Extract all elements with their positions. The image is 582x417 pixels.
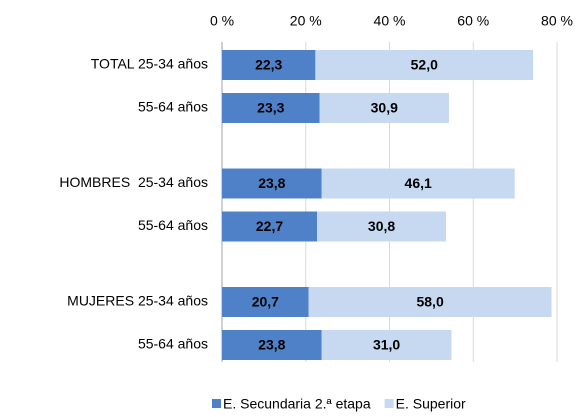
y-tick-label: MUJERES 25-34 años [67,293,208,309]
y-tick-label: 55-64 años [138,336,208,352]
bar-segment [222,168,322,199]
legend-swatch [212,399,221,408]
x-tick-label: 80 % [541,13,573,29]
value-label: 22,7 [256,218,283,234]
legend-swatch [384,399,394,408]
value-label: 52,0 [411,57,438,73]
legend-label: E. Secundaria 2.ª etapa [223,396,371,412]
value-label: 22,3 [255,57,282,73]
x-tick-label: 60 % [457,13,489,29]
y-tick-label: HOMBRES 25-34 años [59,174,208,190]
bar-segment [222,287,309,317]
bar-segment [222,93,320,123]
y-tick-label: TOTAL 25-34 años [91,56,208,72]
value-label: 46,1 [405,175,432,191]
value-label: 58,0 [416,294,443,310]
bar-segment [222,211,318,242]
x-tick-label: 40 % [374,13,406,29]
y-tick-label: 55-64 años [138,217,208,233]
bar-segment [317,211,447,242]
bar-segment [321,168,515,199]
bar-segment [321,330,452,360]
value-label: 31,0 [373,337,400,353]
bar-segment [222,330,322,360]
value-label: 23,8 [258,175,285,191]
bar-segment [308,287,552,317]
bar-segment [319,93,449,123]
y-tick-label: 55-64 años [138,99,208,115]
value-label: 20,7 [252,294,279,310]
bar-segment [315,50,534,80]
value-label: 30,8 [368,218,395,234]
value-label: 30,9 [371,100,398,116]
bar-segment [222,50,316,80]
x-tick-label: 0 % [210,13,234,29]
x-tick-label: 20 % [290,13,322,29]
legend-label: E. Superior [396,396,466,412]
value-label: 23,8 [258,337,285,353]
value-label: 23,3 [257,100,284,116]
